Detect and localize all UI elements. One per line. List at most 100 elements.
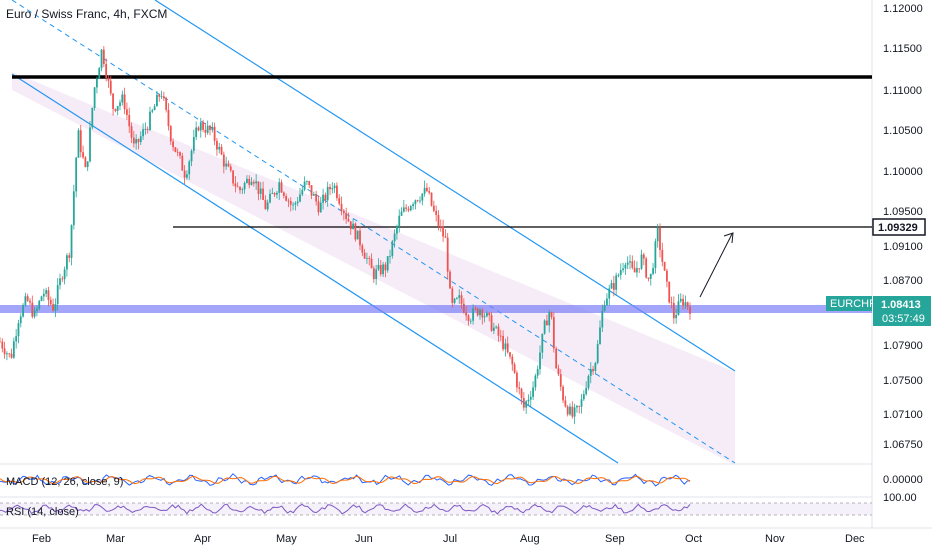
price-tick: 1.10500 — [883, 125, 923, 137]
month-tick: Mar — [106, 533, 125, 545]
candle-body — [174, 147, 177, 152]
candle-body — [319, 202, 322, 213]
candle-body — [416, 200, 419, 202]
candle-body — [564, 400, 567, 407]
candle-body — [239, 187, 241, 191]
candle-body — [423, 187, 426, 194]
candle-body — [15, 336, 18, 342]
candle-body — [336, 185, 338, 199]
candle-body — [317, 201, 320, 213]
candle-body — [38, 300, 41, 309]
candle-body — [276, 192, 278, 195]
candle-body — [430, 192, 433, 206]
channel-midline[interactable] — [11, 0, 736, 464]
candle-body — [548, 312, 551, 326]
candle-body — [167, 109, 170, 127]
candle-body — [188, 161, 191, 175]
macd-pane[interactable]: MACD (12, 26, close, 9) 0.00000 — [0, 473, 923, 488]
candle-body — [216, 140, 218, 150]
candle-body — [534, 375, 537, 388]
candle-body — [8, 353, 11, 355]
candle-body — [518, 387, 521, 389]
candle-body — [580, 399, 583, 407]
candle-body — [449, 271, 451, 289]
candle-body — [472, 308, 474, 321]
candle-body — [439, 226, 442, 228]
rsi-pane[interactable]: RSI (14, close) 100.00 — [0, 492, 917, 518]
candle-body — [460, 295, 463, 304]
candle-body — [393, 233, 396, 242]
candle-body — [269, 193, 271, 203]
candle-body — [354, 223, 357, 240]
channel-lower-line[interactable] — [11, 73, 619, 464]
candle-body — [458, 295, 461, 298]
support-band[interactable] — [0, 305, 872, 313]
candle-body — [502, 335, 504, 350]
candle-body — [483, 316, 486, 318]
candle-body — [209, 125, 211, 130]
candle-body — [326, 186, 329, 201]
candle-body — [612, 282, 615, 290]
last-price-tag: 1.08413 — [881, 299, 921, 311]
candle-body — [419, 200, 421, 202]
candle-body — [285, 196, 288, 201]
candle-body — [684, 302, 687, 306]
candle-body — [322, 194, 324, 203]
candle-body — [287, 200, 290, 202]
rsi-axis-tick: 100.00 — [883, 492, 917, 504]
candle-body — [587, 375, 590, 388]
candle-body — [158, 94, 161, 97]
candle-body — [142, 129, 144, 137]
price-axis[interactable]: 1.12000 1.11500 1.11000 1.10500 1.10000 … — [883, 3, 923, 451]
candle-body — [308, 181, 311, 186]
candle-body — [236, 186, 239, 188]
candle-body — [229, 166, 232, 171]
candle-body — [211, 126, 214, 130]
candle-body — [146, 129, 149, 130]
candle-body — [1, 341, 4, 349]
candle-body — [557, 368, 560, 375]
candle-body — [153, 106, 156, 111]
candle-body — [677, 301, 680, 315]
time-axis[interactable]: Feb Mar Apr May Jun Jul Aug Sep Oct Nov … — [32, 533, 865, 545]
candle-body — [26, 296, 29, 301]
candle-body — [442, 226, 444, 237]
candle-body — [91, 107, 94, 128]
candle-body — [672, 303, 675, 319]
candle-body — [504, 343, 507, 350]
candle-body — [292, 204, 294, 206]
candle-body — [172, 141, 174, 148]
candle-body — [645, 258, 648, 278]
candle-body — [375, 269, 378, 280]
candle-body — [668, 281, 671, 303]
candle-body — [190, 150, 193, 162]
candle-body — [82, 152, 84, 158]
candle-body — [594, 362, 597, 371]
candle-body — [312, 194, 315, 196]
candle-body — [52, 304, 54, 311]
candle-body — [197, 127, 200, 131]
candle-body — [682, 298, 684, 306]
candle-body — [162, 96, 165, 99]
candle-body — [135, 139, 138, 144]
candle-body — [451, 288, 454, 303]
candle-body — [151, 110, 154, 112]
candle-body — [264, 199, 267, 210]
candle-body — [273, 193, 276, 195]
candle-body — [372, 268, 375, 280]
forecast-arrow[interactable] — [699, 233, 733, 298]
candle-body — [506, 343, 509, 353]
candle-body — [345, 213, 348, 220]
candle-body — [192, 136, 195, 151]
candle-body — [59, 278, 61, 286]
macd-axis-tick: 0.00000 — [883, 474, 923, 486]
candle-body — [29, 300, 31, 303]
candle-body — [596, 344, 599, 363]
candle-body — [301, 189, 304, 195]
candle-body — [603, 305, 606, 311]
candle-body — [624, 264, 627, 269]
candle-body — [33, 310, 36, 317]
candle-body — [114, 108, 117, 111]
candle-body — [546, 320, 548, 326]
